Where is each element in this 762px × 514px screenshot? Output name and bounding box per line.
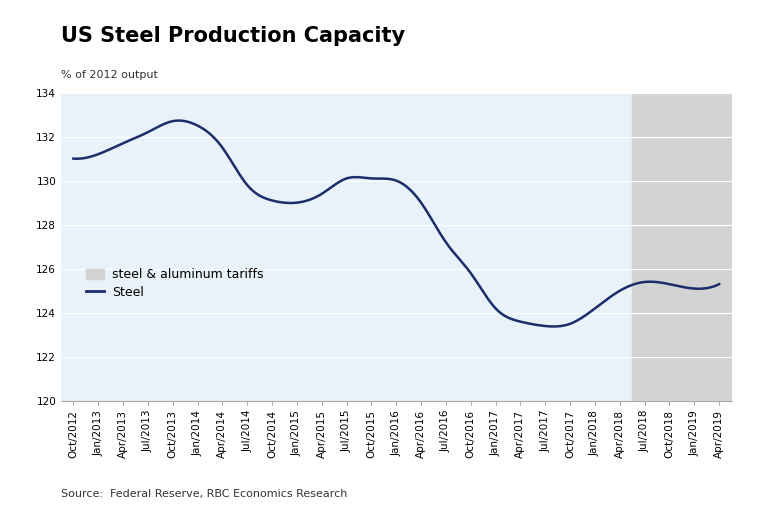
Text: % of 2012 output: % of 2012 output bbox=[61, 70, 158, 80]
Legend: steel & aluminum tariffs, Steel: steel & aluminum tariffs, Steel bbox=[81, 263, 268, 304]
Text: Source:  Federal Reserve, RBC Economics Research: Source: Federal Reserve, RBC Economics R… bbox=[61, 489, 347, 499]
Bar bbox=[632, 93, 732, 401]
Text: US Steel Production Capacity: US Steel Production Capacity bbox=[61, 26, 405, 46]
